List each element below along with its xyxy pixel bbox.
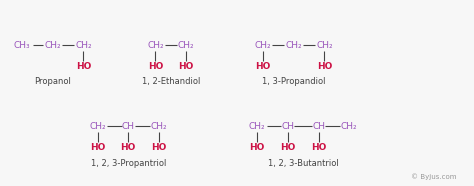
Text: HO: HO [148,62,163,71]
Text: CH₂: CH₂ [45,41,61,49]
Text: 1, 3-Propandiol: 1, 3-Propandiol [262,77,326,86]
Text: HO: HO [280,143,295,152]
Text: CH: CH [122,122,135,131]
Text: CH₂: CH₂ [249,122,265,131]
Text: CH₂: CH₂ [151,122,167,131]
Text: 1, 2, 3-Butantriol: 1, 2, 3-Butantriol [268,159,338,168]
Text: CH₂: CH₂ [147,41,164,49]
Text: CH₂: CH₂ [285,41,302,49]
Text: CH₃: CH₃ [14,41,30,49]
Text: 1, 2, 3-Propantriol: 1, 2, 3-Propantriol [91,159,166,168]
Text: HO: HO [120,143,136,152]
Text: HO: HO [151,143,167,152]
Text: CH₂: CH₂ [178,41,194,49]
Text: Propanol: Propanol [34,77,71,86]
Text: CH₂: CH₂ [255,41,271,49]
Text: CH: CH [281,122,294,131]
Text: © Byjus.com: © Byjus.com [411,173,457,180]
Text: HO: HO [90,143,105,152]
Text: HO: HO [249,143,265,152]
Text: CH₂: CH₂ [341,122,357,131]
Text: HO: HO [311,143,326,152]
Text: HO: HO [317,62,332,71]
Text: CH: CH [312,122,325,131]
Text: CH₂: CH₂ [316,41,333,49]
Text: CH₂: CH₂ [75,41,91,49]
Text: HO: HO [76,62,91,71]
Text: HO: HO [179,62,194,71]
Text: HO: HO [255,62,271,71]
Text: 1, 2-Ethandiol: 1, 2-Ethandiol [142,77,200,86]
Text: CH₂: CH₂ [89,122,106,131]
